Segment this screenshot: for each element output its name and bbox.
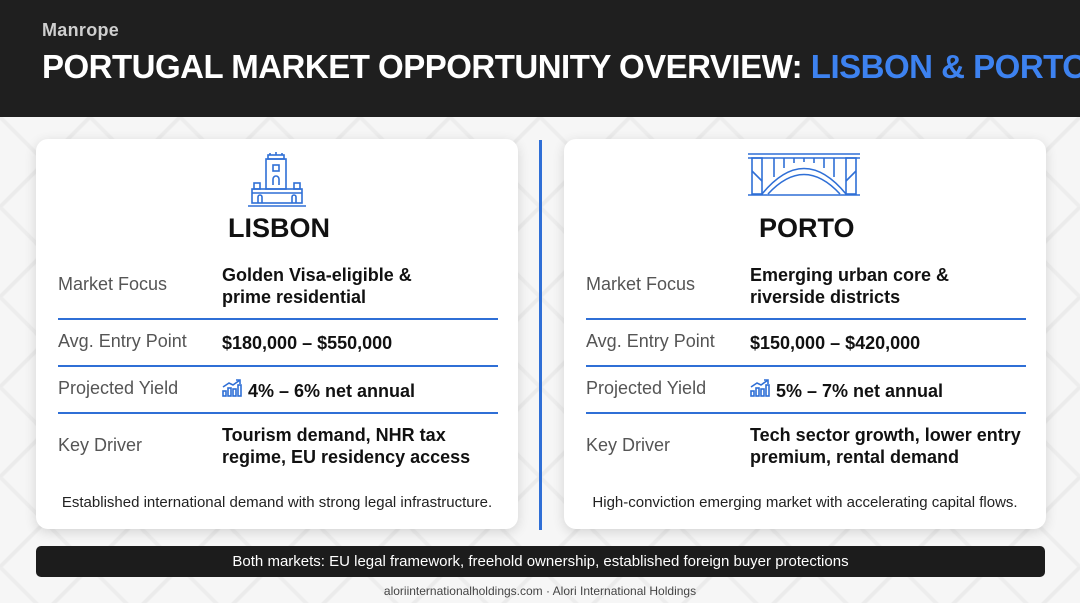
card-summary: Established international demand with st… (61, 494, 493, 511)
row-value: Emerging urban core & riverside districts (750, 264, 949, 308)
row-market-focus: Market Focus Emerging urban core & rivers… (586, 256, 1026, 320)
yield-value: 5% – 7% net annual (776, 380, 944, 401)
row-value-line2: regime, EU residency access (222, 447, 471, 467)
growth-chart-icon (222, 379, 242, 402)
city-name-porto: PORTO (759, 213, 855, 243)
row-label: Projected Yield (586, 378, 707, 398)
row-label: Market Focus (58, 274, 168, 294)
row-value-line2: riverside districts (750, 287, 901, 307)
row-value: Tech sector growth, lower entry premium, … (750, 424, 1021, 468)
porto-card: PORTO Market Focus Emerging urban core &… (564, 139, 1046, 529)
row-value-line2: prime residential (222, 287, 367, 307)
row-entry-point: Avg. Entry Point $150,000 – $420,000 (586, 320, 1026, 367)
row-key-driver: Key Driver Tourism demand, NHR tax regime… (58, 414, 498, 476)
brand-label: Manrope (42, 20, 120, 40)
row-value-line2: premium, rental demand (750, 447, 960, 467)
title-accent: LISBON & PORTO (810, 48, 1080, 85)
row-label: Market Focus (586, 274, 696, 294)
card-summary: High-conviction emerging market with acc… (592, 494, 1018, 511)
yield-value: 4% – 6% net annual (248, 380, 416, 401)
row-market-focus: Market Focus Golden Visa-eligible & prime… (58, 256, 498, 320)
row-value-line1: Tourism demand, NHR tax (222, 425, 446, 445)
belem-tower-icon (244, 151, 310, 214)
bridge-icon (748, 151, 860, 202)
row-entry-point: Avg. Entry Point $180,000 – $550,000 (58, 320, 498, 367)
row-value: 5% – 7% net annual (750, 379, 943, 402)
row-value-line1: Emerging urban core & (750, 265, 950, 285)
growth-chart-icon (750, 379, 770, 402)
row-label: Key Driver (58, 435, 143, 455)
row-key-driver: Key Driver Tech sector growth, lower ent… (586, 414, 1026, 476)
row-value: $150,000 – $420,000 (750, 333, 921, 353)
title-main: PORTUGAL MARKET OPPORTUNITY OVERVIEW: (42, 48, 811, 85)
row-projected-yield: Projected Yield 4% – 6% net annual (58, 367, 498, 414)
row-label: Avg. Entry Point (58, 331, 187, 351)
row-value: Golden Visa-eligible & prime residential (222, 264, 412, 308)
row-value: Tourism demand, NHR tax regime, EU reside… (222, 424, 470, 468)
row-label: Avg. Entry Point (586, 331, 715, 351)
column-divider (539, 140, 542, 530)
header-bar: Manrope PORTUGAL MARKET OPPORTUNITY OVER… (0, 0, 1080, 117)
city-name-lisbon: LISBON (228, 213, 331, 243)
page-title: PORTUGAL MARKET OPPORTUNITY OVERVIEW: LI… (42, 48, 1080, 86)
lisbon-card: LISBON Market Focus Golden Visa-eligible… (36, 139, 518, 529)
row-label: Projected Yield (58, 378, 179, 398)
row-value-line1: Tech sector growth, lower entry (750, 425, 1021, 445)
row-value: $180,000 – $550,000 (222, 333, 393, 353)
row-value-line1: Golden Visa-eligible & (222, 265, 412, 285)
footer-credit: aloriinternationalholdings.com · Alori I… (383, 584, 697, 598)
row-value: 4% – 6% net annual (222, 379, 415, 402)
bottom-banner: Both markets: EU legal framework, freeho… (36, 546, 1045, 577)
row-label: Key Driver (586, 435, 671, 455)
row-projected-yield: Projected Yield 5% – 7% net annual (586, 367, 1026, 414)
